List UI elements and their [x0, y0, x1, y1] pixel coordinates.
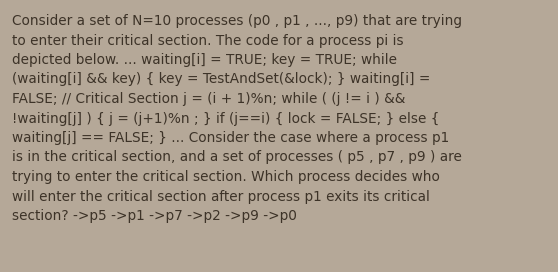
Text: Consider a set of N=10 processes (p0 , p1 , ..., p9) that are trying
to enter th: Consider a set of N=10 processes (p0 , p… — [12, 14, 462, 223]
